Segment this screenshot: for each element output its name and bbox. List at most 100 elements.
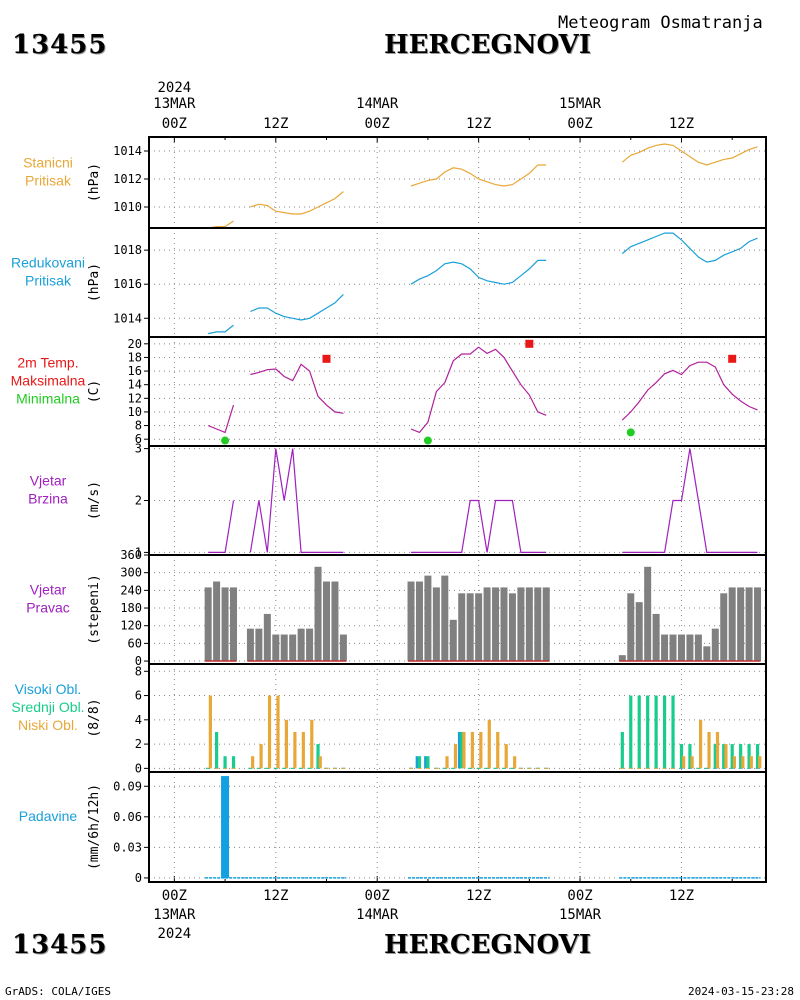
y-tick-label: 1 (135, 545, 142, 559)
cloud-bar (671, 695, 675, 769)
top-hour-label: 12Z (669, 116, 694, 132)
cloud-bar (479, 731, 483, 769)
bottom-hour-label: 12Z (263, 888, 288, 904)
panel-label-wind_speed: Brzina (28, 491, 68, 507)
temperature-series-line (207, 404, 235, 434)
wind-dir-bar (221, 587, 229, 662)
footer-station-id: 13455 (12, 930, 108, 960)
cloud-bar (445, 756, 449, 769)
cloud-bar (629, 695, 633, 769)
cloud-bar (215, 731, 219, 769)
cloud-bar (470, 731, 474, 769)
wind-dir-bar (652, 613, 660, 662)
cloud-bar (654, 695, 658, 769)
wind-dir-bar (508, 593, 516, 662)
wind-dir-bar (492, 587, 500, 662)
wind-dir-bar (322, 581, 330, 662)
cloud-bar (690, 756, 694, 769)
wind-dir-bar (280, 634, 288, 662)
bottom-hour-label: 00Z (567, 888, 592, 904)
y-tick-label: 8 (135, 664, 142, 678)
meteogram-title: Meteogram Osmatranja (558, 13, 763, 33)
wind-dir-bar (661, 634, 669, 662)
panel-label-clouds: Srednji Obl. (11, 699, 84, 715)
wind-dir-bar (432, 587, 440, 662)
y-tick-label: 6 (135, 689, 142, 703)
panel-label-reduced_pressure: Pritisak (25, 273, 72, 289)
wind-dir-bar (644, 566, 652, 662)
bottom-hour-label: 00Z (162, 888, 187, 904)
y-tick-label: 18 (128, 350, 142, 364)
wind-dir-bar (466, 593, 474, 662)
y-tick-label: 1016 (113, 277, 142, 291)
panel-label-wind_dir: Pravac (26, 600, 70, 616)
y-tick-label: 60 (128, 636, 142, 650)
y-tick-label: 3 (135, 442, 142, 456)
reduced_pressure-series-line (208, 324, 234, 335)
station_pressure-series-line (410, 164, 547, 187)
station_pressure-series-line (250, 191, 344, 215)
bottom-date-label: 14MAR (356, 907, 399, 923)
cloud-bar (453, 744, 458, 769)
y-tick-label: 1012 (113, 172, 142, 186)
wind-dir-bar (703, 646, 711, 662)
y-tick-label: 0 (135, 654, 142, 668)
wind-dir-bar (635, 602, 643, 662)
wind-dir-bar (289, 634, 297, 662)
wind_speed-series-line (208, 500, 235, 554)
top-hour-label: 00Z (365, 116, 390, 132)
wind-dir-bar (314, 566, 322, 662)
cloud-bar (749, 756, 753, 769)
wind_speed-series-line (411, 499, 547, 554)
y-tick-label: 0.09 (113, 779, 142, 793)
unit-label-temperature: (C) (87, 380, 102, 403)
tmin-marker (423, 436, 432, 445)
panel-label-temperature: Maksimalna (11, 373, 86, 389)
wind-dir-bar (728, 587, 736, 662)
cloud-bar (646, 695, 650, 769)
unit-label-reduced_pressure: (hPa) (87, 263, 102, 302)
y-tick-label: 0 (135, 761, 142, 775)
y-tick-label: 1014 (113, 311, 142, 325)
header-station-name: HERCEGNOVI (384, 30, 591, 60)
wind-dir-bar (475, 593, 483, 662)
header-station-id: 13455 (12, 30, 108, 60)
cloud-bar (504, 744, 508, 769)
wind-dir-bar (669, 634, 677, 662)
top-hour-label: 00Z (162, 116, 187, 132)
cloud-bar (310, 719, 314, 769)
wind-dir-bar (737, 587, 745, 662)
y-tick-label: 2 (135, 737, 142, 751)
cloud-bar (301, 731, 305, 769)
wind-dir-bar (525, 587, 533, 662)
panel-frame-station_pressure (148, 136, 767, 229)
cloud-bar (460, 731, 464, 769)
cloud-bar (417, 756, 422, 769)
top-hour-label: 12Z (466, 116, 491, 132)
cloud-bar (732, 756, 736, 769)
top-hour-label: 00Z (567, 116, 592, 132)
cloud-bar (231, 756, 236, 769)
wind_speed-series-line (622, 448, 758, 554)
precip-bar (221, 776, 230, 878)
y-tick-label: 16 (128, 364, 142, 378)
cloud-bar (730, 744, 734, 769)
cloud-bar (424, 756, 428, 769)
wind-dir-bar (534, 587, 542, 662)
wind-dir-bar (331, 581, 339, 662)
wind-dir-bar (720, 593, 728, 662)
y-tick-label: 1010 (113, 200, 142, 214)
panel-label-precip: Padavine (19, 808, 78, 824)
cloud-bar (724, 744, 728, 769)
wind-dir-bar (424, 575, 432, 662)
y-tick-label: 240 (120, 583, 142, 597)
unit-label-station_pressure: (hPa) (87, 163, 102, 202)
tmin-marker (626, 428, 635, 437)
cloud-bar (739, 744, 743, 769)
panel-label-temperature: 2m Temp. (17, 355, 78, 371)
top-year-label: 2024 (157, 80, 191, 96)
cloud-bar (715, 731, 720, 769)
cloud-bar (682, 756, 686, 769)
cloud-bar (698, 719, 703, 769)
